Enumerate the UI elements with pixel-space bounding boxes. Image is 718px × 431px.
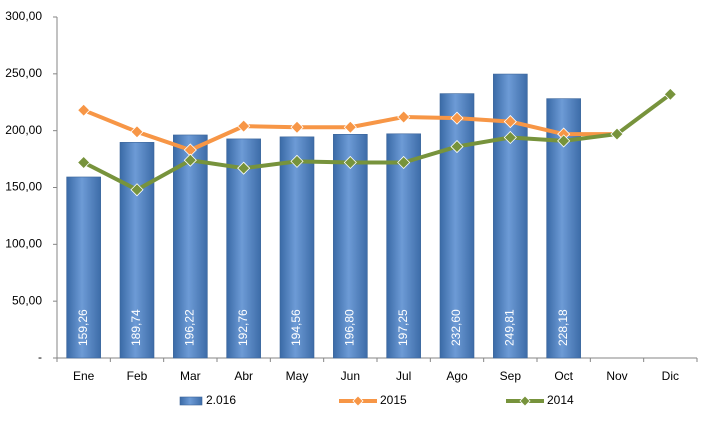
x-tick-label: Mar bbox=[180, 369, 201, 383]
marker bbox=[183, 153, 197, 167]
y-tick-label: 200,00 bbox=[5, 123, 42, 137]
x-tick-label: May bbox=[286, 369, 309, 383]
line bbox=[82, 92, 672, 192]
bar bbox=[173, 134, 208, 359]
bar-value-label: 192,76 bbox=[236, 309, 250, 346]
bar bbox=[333, 134, 368, 359]
x-tick-label: Jul bbox=[396, 369, 411, 383]
marker bbox=[450, 111, 464, 125]
x-tick-label: Abr bbox=[234, 369, 253, 383]
marker bbox=[343, 155, 357, 170]
marker bbox=[290, 154, 304, 168]
x-tick-label: Ago bbox=[446, 369, 468, 383]
bar bbox=[226, 138, 261, 359]
marker bbox=[237, 161, 251, 175]
y-tick-label: - bbox=[38, 350, 42, 364]
marker bbox=[397, 110, 411, 124]
marker bbox=[503, 130, 517, 145]
x-tick-label: Ene bbox=[73, 369, 95, 383]
legend-label: 2014 bbox=[547, 393, 574, 407]
bar bbox=[279, 136, 315, 359]
y-tick-label: 100,00 bbox=[5, 237, 42, 251]
bar-value-label: 194,56 bbox=[289, 309, 303, 346]
bar-value-label: 249,81 bbox=[503, 309, 517, 346]
marker bbox=[77, 155, 91, 170]
bar bbox=[439, 93, 475, 359]
marker bbox=[237, 119, 251, 133]
legend-marker bbox=[352, 395, 364, 407]
marker bbox=[397, 155, 411, 170]
marker bbox=[343, 120, 357, 134]
marker bbox=[77, 103, 91, 117]
legend-swatch bbox=[179, 396, 203, 406]
bar-value-label: 232,60 bbox=[449, 309, 463, 346]
bar-value-label: 197,25 bbox=[396, 309, 410, 346]
bar bbox=[386, 133, 421, 359]
legend-label: 2.016 bbox=[206, 393, 236, 407]
marker bbox=[290, 120, 304, 134]
x-tick-label: Jun bbox=[341, 369, 360, 383]
x-tick-label: Sep bbox=[500, 369, 522, 383]
y-tick-label: 50,00 bbox=[12, 293, 42, 307]
marker bbox=[663, 87, 677, 101]
x-tick-label: Feb bbox=[127, 369, 148, 383]
marker bbox=[503, 115, 517, 129]
y-tick-label: 250,00 bbox=[5, 66, 42, 80]
legend-label: 2015 bbox=[380, 393, 407, 407]
bar bbox=[66, 176, 101, 359]
bar-value-label: 159,26 bbox=[76, 309, 90, 346]
bar-value-label: 189,74 bbox=[129, 309, 143, 346]
x-tick-label: Oct bbox=[554, 369, 573, 383]
marker bbox=[130, 125, 144, 139]
bar-value-label: 196,80 bbox=[343, 309, 357, 346]
x-tick-label: Dic bbox=[662, 369, 679, 383]
marker bbox=[557, 134, 571, 148]
x-tick-label: Nov bbox=[606, 369, 627, 383]
marker bbox=[130, 183, 144, 197]
marker bbox=[450, 140, 464, 154]
bar-value-label: 228,18 bbox=[556, 309, 570, 346]
legend-marker bbox=[519, 395, 531, 407]
bar bbox=[119, 142, 155, 359]
y-tick-label: 150,00 bbox=[5, 180, 42, 194]
bar-value-label: 196,22 bbox=[183, 309, 197, 346]
y-tick-label: 300,00 bbox=[5, 9, 42, 23]
marker bbox=[610, 127, 624, 141]
